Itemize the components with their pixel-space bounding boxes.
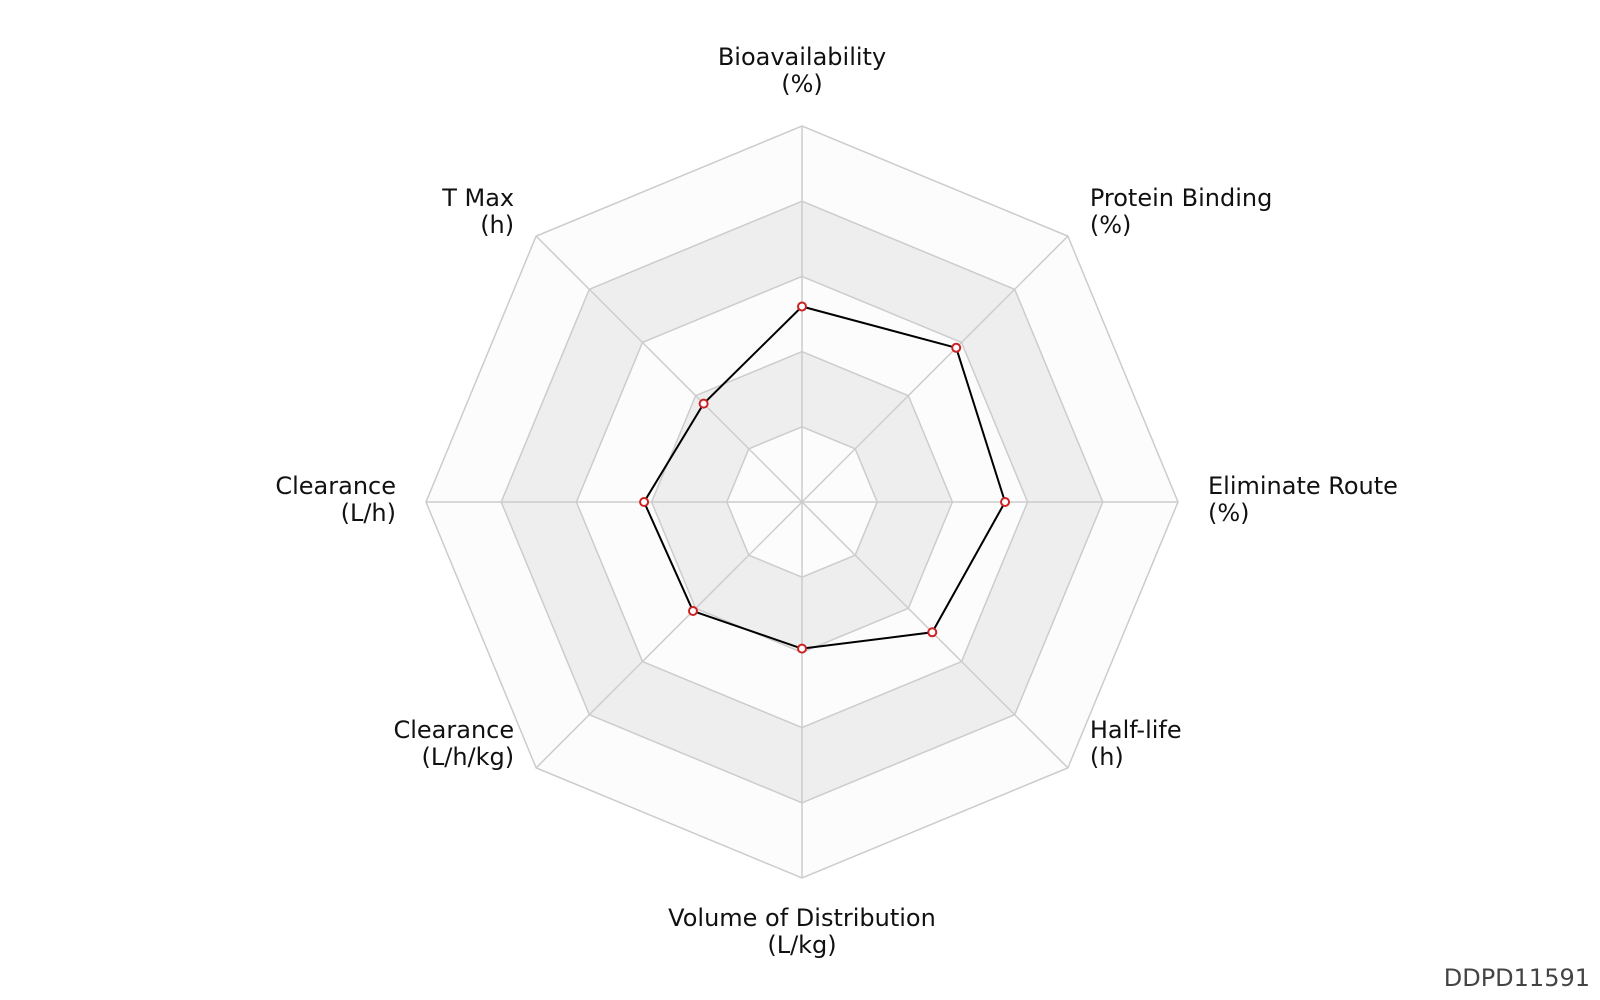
- data-point-0: [797, 301, 807, 312]
- data-series: [639, 301, 1011, 654]
- axis-label-unit: (%): [781, 70, 823, 98]
- axis-label-unit: (L/h/kg): [422, 743, 515, 771]
- axis-label-name: Clearance: [275, 472, 396, 500]
- axis-labels: Bioavailability (%)Protein Binding (%)Elim…: [275, 43, 1398, 959]
- axis-spoke-1: [801, 235, 1069, 503]
- axis-label-5: Clearance (L/h/kg): [393, 716, 514, 771]
- data-point-2: [1000, 497, 1011, 507]
- axis-label-name: Half-life: [1090, 716, 1182, 744]
- data-point-1: [951, 342, 962, 353]
- axis-label-unit: (h): [1090, 743, 1124, 771]
- axis-label-unit: (h): [480, 211, 514, 239]
- axis-label-6: Clearance (L/h): [275, 472, 396, 527]
- axis-spoke-5: [535, 501, 803, 769]
- axis-label-name: Protein Binding: [1090, 184, 1272, 212]
- axis-label-unit: (L/h): [341, 499, 396, 527]
- axis-label-1: Protein Binding (%): [1090, 184, 1272, 239]
- data-point-4: [797, 643, 807, 654]
- axis-label-name: Bioavailability: [718, 43, 886, 71]
- axis-label-0: Bioavailability (%): [718, 43, 886, 98]
- data-point-3: [927, 627, 938, 638]
- axis-label-name: Eliminate Route: [1208, 472, 1398, 500]
- axis-label-2: Eliminate Route (%): [1208, 472, 1398, 527]
- axis-label-name: T Max: [441, 184, 514, 212]
- chart-id-watermark: DDPD11591: [1443, 964, 1590, 992]
- axis-spokes: [426, 126, 1178, 878]
- axis-spoke-7: [535, 235, 803, 503]
- data-point-5: [687, 606, 698, 617]
- axis-label-7: T Max (h): [441, 184, 514, 239]
- axis-label-name: Volume of Distribution: [668, 904, 936, 932]
- axis-label-name: Clearance: [393, 716, 514, 744]
- data-point-6: [639, 497, 650, 507]
- axis-label-3: Half-life (h): [1090, 716, 1182, 771]
- axis-label-4: Volume of Distribution (L/kg): [668, 904, 936, 959]
- axis-label-unit: (L/kg): [767, 931, 836, 959]
- axis-label-unit: (%): [1208, 499, 1250, 527]
- data-point-7: [698, 398, 709, 409]
- axis-label-unit: (%): [1090, 211, 1132, 239]
